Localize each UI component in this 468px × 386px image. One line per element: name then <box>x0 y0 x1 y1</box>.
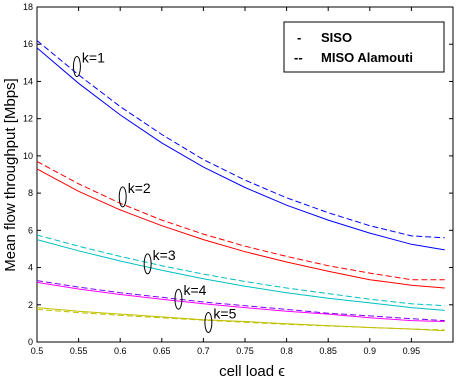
x-axis-ticks: 0.5 0.55 0.6 0.65 0.7 0.75 0.8 0.85 0.9 0.95 <box>31 7 420 356</box>
annotation-ellipse <box>118 186 127 208</box>
series-line-k2-dashed <box>36 161 445 281</box>
x-axis-label: cell load ϵ <box>219 363 285 380</box>
y-tick-label: 8 <box>28 188 33 198</box>
series-line-k3-dashed <box>36 234 445 307</box>
annotation-ellipse <box>174 288 183 310</box>
legend-label-siso: SISO <box>321 30 352 45</box>
legend-marker-siso: - <box>297 30 301 45</box>
annotation-label: k=3 <box>153 247 176 263</box>
curve-annotations: k=1 k=2 k=3 k=4 k=5 <box>72 50 237 333</box>
y-tick-label: 16 <box>23 39 33 49</box>
y-axis-label: Mean flow throughput [Mbps] <box>2 78 19 271</box>
x-axis-label-symbol: ϵ <box>278 363 285 380</box>
annotation-label: k=4 <box>183 282 206 298</box>
legend-label-miso: MISO Alamouti <box>321 50 413 65</box>
x-tick-label: 0.85 <box>319 346 337 356</box>
x-tick-label: 0.9 <box>364 346 377 356</box>
y-tick-label: 18 <box>23 2 33 12</box>
series-line-k2-solid <box>36 168 445 289</box>
legend-marker-miso: -- <box>294 50 303 65</box>
series-line-k1-dashed <box>36 40 445 239</box>
legend-box <box>283 21 445 73</box>
series-line-k4-dashed <box>36 280 445 322</box>
x-tick-label: 0.5 <box>31 346 44 356</box>
series-line-k4-solid <box>36 281 445 322</box>
y-tick-label: 10 <box>23 151 33 161</box>
y-tick-label: 4 <box>28 263 33 273</box>
annotation-label: k=1 <box>82 50 105 66</box>
annotation-ellipse <box>72 56 81 78</box>
series-line-k3-solid <box>36 239 445 311</box>
x-tick-label: 0.95 <box>403 346 421 356</box>
annotation-ellipse <box>204 311 213 333</box>
annotation-label: k=5 <box>213 305 236 321</box>
series-line-k1-solid <box>36 47 445 251</box>
series-line-k5-dashed <box>36 308 445 331</box>
x-tick-label: 0.55 <box>70 346 88 356</box>
x-axis-label-text: cell load <box>219 363 278 380</box>
annotation-ellipse <box>143 253 152 275</box>
x-tick-label: 0.6 <box>114 346 127 356</box>
y-tick-label: 12 <box>23 114 33 124</box>
x-tick-label: 0.8 <box>280 346 293 356</box>
series-lines <box>36 40 445 332</box>
y-tick-label: 0 <box>28 337 33 347</box>
x-tick-label: 0.75 <box>236 346 254 356</box>
y-tick-label: 14 <box>23 76 33 86</box>
annotation-label: k=2 <box>128 180 151 196</box>
y-tick-label: 6 <box>28 225 33 235</box>
y-axis-ticks: 0 2 4 6 8 10 12 14 16 18 <box>23 2 453 347</box>
x-tick-label: 0.7 <box>197 346 210 356</box>
legend: - SISO -- MISO Alamouti <box>283 21 445 73</box>
x-tick-label: 0.65 <box>153 346 171 356</box>
y-tick-label: 2 <box>28 300 33 310</box>
